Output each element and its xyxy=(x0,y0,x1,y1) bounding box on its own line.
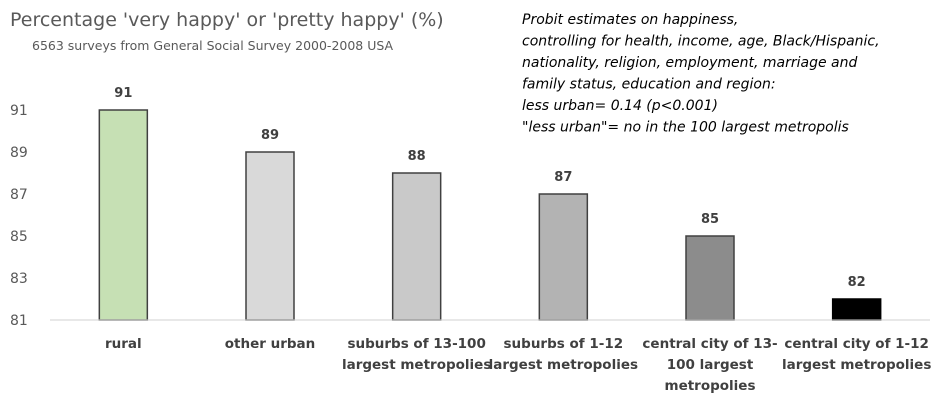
chart-title: Percentage 'very happy' or 'pretty happy… xyxy=(10,9,444,31)
data-label: 89 xyxy=(261,128,279,143)
annotation-line: nationality, religion, employment, marri… xyxy=(522,55,857,71)
x-category-label: metropolies xyxy=(665,378,756,394)
x-category-label: suburbs of 1-12 xyxy=(504,336,624,352)
x-axis: rural other urban suburbs of 13-100largest… xyxy=(105,336,931,394)
y-tick-label: 89 xyxy=(10,145,28,161)
annotation-line: controlling for health, income, age, Bla… xyxy=(522,34,880,50)
y-tick-label: 81 xyxy=(10,313,28,329)
x-category-label: central city of 13- xyxy=(642,336,777,352)
y-tick-label: 91 xyxy=(10,103,28,119)
data-label: 85 xyxy=(701,212,719,227)
y-tick-label: 87 xyxy=(10,187,28,203)
bar xyxy=(538,193,589,321)
x-category-label: rural xyxy=(105,336,142,352)
x-category-label: other urban xyxy=(225,336,316,352)
bar xyxy=(98,109,149,321)
data-label: 82 xyxy=(848,275,866,290)
annotation-text: Probit estimates on happiness, controllin… xyxy=(522,12,880,136)
bar xyxy=(245,151,295,321)
y-tick-label: 85 xyxy=(10,229,28,245)
annotation-line: "less urban"= no in the 100 largest metr… xyxy=(522,120,849,136)
bar xyxy=(685,235,735,321)
annotation-line: family status, education and region: xyxy=(522,77,776,93)
data-label: 91 xyxy=(114,86,132,101)
data-label: 88 xyxy=(408,149,426,164)
x-category-label: suburbs of 13-100 xyxy=(347,336,485,352)
data-label: 87 xyxy=(554,170,572,185)
x-category-label: largest metropolies xyxy=(489,357,638,373)
y-tick-label: 83 xyxy=(10,271,28,287)
x-category-label: 100 largest xyxy=(667,357,754,373)
bar xyxy=(831,298,882,321)
annotation-line: less urban= 0.14 (p<0.001) xyxy=(522,98,718,114)
x-category-label: largest metropolies xyxy=(782,357,931,373)
annotation-line: Probit estimates on happiness, xyxy=(522,12,738,28)
y-axis: 81 83 85 87 89 91 xyxy=(10,103,28,329)
bars-group: 91 89 88 87 85 82 xyxy=(98,86,882,321)
x-category-label: largest metropolies xyxy=(342,357,491,373)
chart-subtitle: 6563 surveys from General Social Survey … xyxy=(32,38,394,53)
x-category-label: central city of 1-12 xyxy=(784,336,929,352)
bar xyxy=(391,172,442,321)
